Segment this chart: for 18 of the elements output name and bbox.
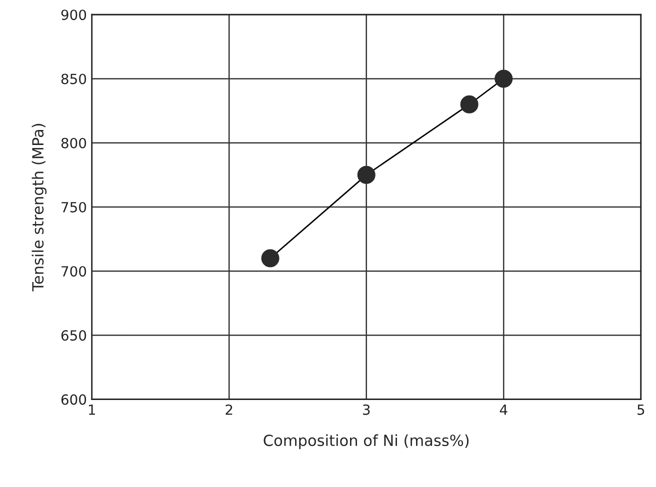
y-tick-label: 700 (62, 266, 86, 277)
x-tick-label: 5 (638, 404, 644, 415)
x-tick-label: 1 (88, 404, 95, 415)
y-tick-label: 650 (61, 330, 86, 341)
y-tick-label: 800 (61, 138, 86, 148)
x-tick-label: 2 (226, 404, 232, 415)
y-tick-label: 850 (61, 74, 86, 84)
point (494, 70, 513, 88)
y-tick-label: 600 (61, 394, 86, 405)
y-tick-label: 900 (61, 10, 86, 20)
x-tick-label: 4 (500, 404, 508, 415)
y-tick-label: 750 (62, 202, 86, 212)
x-axis-title: Composition of Ni (mass%) (264, 434, 469, 450)
y-axis-title: Tensile strength (MPa) (32, 124, 47, 292)
point (460, 95, 478, 114)
point (357, 166, 376, 184)
point (261, 249, 280, 268)
x-tick-label: 3 (363, 404, 370, 415)
